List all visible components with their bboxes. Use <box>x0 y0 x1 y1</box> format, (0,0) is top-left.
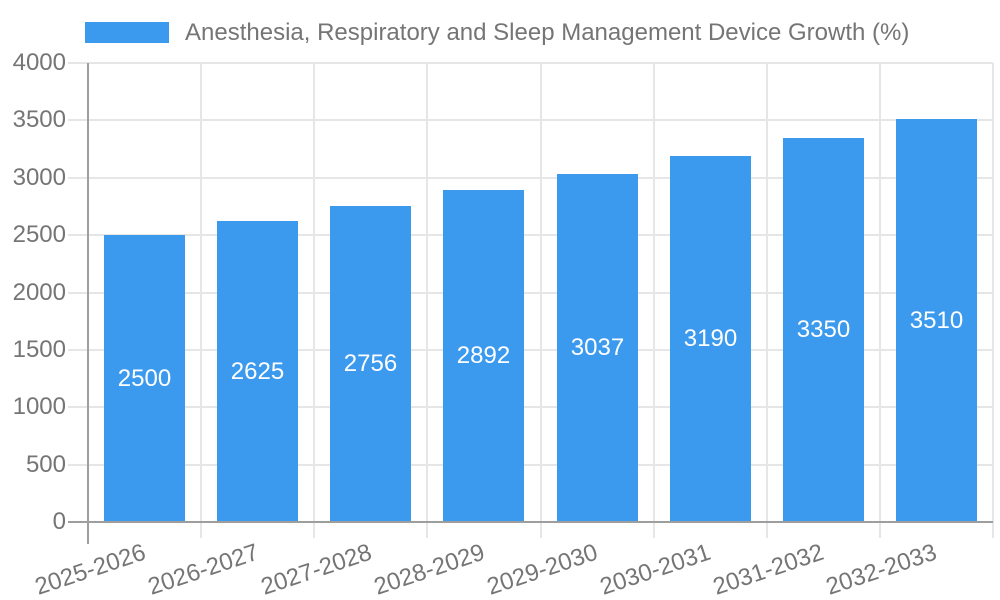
y-tick-label: 500 <box>25 451 66 478</box>
legend: Anesthesia, Respiratory and Sleep Manage… <box>0 0 1000 56</box>
legend-swatch <box>85 22 169 43</box>
h-gridline <box>68 406 993 408</box>
v-gridline <box>992 63 994 538</box>
x-axis-line <box>68 521 993 523</box>
y-tick-label: 2000 <box>12 279 66 306</box>
bar[interactable]: 2500 <box>104 235 185 522</box>
bar[interactable]: 3037 <box>557 174 638 522</box>
bar-value-label: 3510 <box>909 306 964 334</box>
bar[interactable]: 2892 <box>443 190 524 522</box>
h-gridline <box>68 62 993 64</box>
bar[interactable]: 2625 <box>217 221 298 522</box>
v-gridline <box>879 63 881 538</box>
y-tick-label: 3500 <box>12 106 66 133</box>
h-gridline <box>68 349 993 351</box>
y-tick-label: 3000 <box>12 164 66 191</box>
h-gridline <box>68 177 993 179</box>
bar-value-label: 2756 <box>343 350 398 377</box>
h-gridline <box>68 119 993 121</box>
h-gridline <box>68 292 993 294</box>
legend-label: Anesthesia, Respiratory and Sleep Manage… <box>185 19 910 46</box>
v-gridline <box>653 63 655 538</box>
y-tick-label: 1000 <box>12 393 66 420</box>
bar[interactable]: 2756 <box>330 206 411 522</box>
bar[interactable]: 3350 <box>783 138 864 522</box>
y-tick-label: 4000 <box>12 49 66 76</box>
bar-value-label: 2500 <box>117 364 172 392</box>
y-tick-label: 0 <box>52 508 66 535</box>
bar[interactable]: 3190 <box>670 156 751 522</box>
h-gridline <box>68 464 993 466</box>
bar-value-label: 2892 <box>456 342 511 369</box>
bar-value-label: 3350 <box>796 316 851 343</box>
v-gridline <box>426 63 428 538</box>
v-gridline <box>313 63 315 538</box>
v-gridline <box>200 63 202 538</box>
v-gridline <box>540 63 542 538</box>
h-gridline <box>68 234 993 236</box>
bar-value-label: 2625 <box>230 357 285 385</box>
bar-value-label: 3037 <box>570 334 625 361</box>
y-tick-label: 1500 <box>12 336 66 363</box>
v-gridline <box>766 63 768 538</box>
y-axis-line <box>87 63 89 544</box>
y-tick-label: 2500 <box>12 221 66 248</box>
bar-value-label: 3190 <box>683 325 738 352</box>
bar[interactable]: 3510 <box>896 119 977 522</box>
